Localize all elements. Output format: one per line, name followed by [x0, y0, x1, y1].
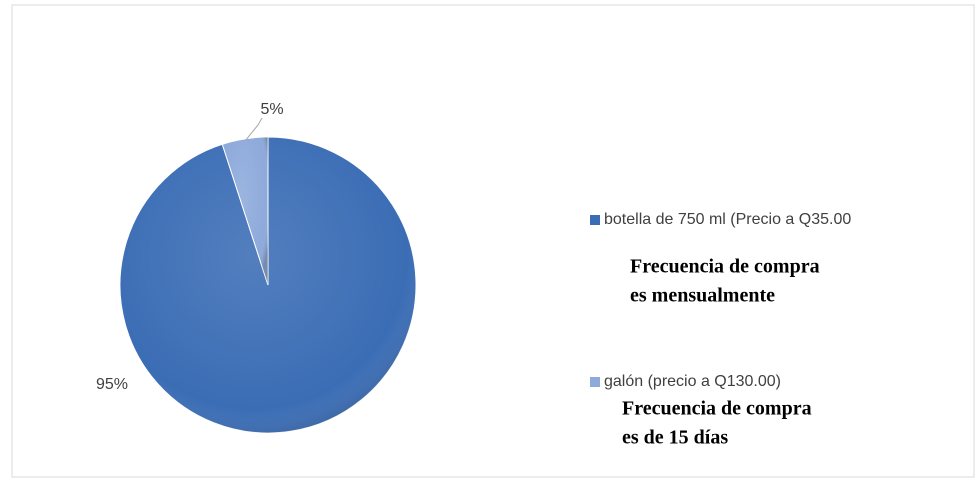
legend-label: galón (precio a Q130.00) [604, 373, 781, 390]
annotation: es de 15 días [622, 427, 728, 449]
data-label: 5% [260, 101, 283, 118]
slice-shade [222, 137, 268, 285]
annotation: es mensualmente [630, 285, 775, 307]
legend-swatch [590, 215, 600, 225]
chart-frame [11, 4, 975, 478]
leader-line [244, 117, 263, 142]
legend-swatch [590, 377, 600, 387]
data-label: 95% [96, 376, 128, 393]
annotation: Frecuencia de compra [622, 398, 812, 420]
legend-label: botella de 750 ml (Precio a Q35.00 [604, 211, 851, 228]
annotation: Frecuencia de compra [630, 256, 820, 278]
